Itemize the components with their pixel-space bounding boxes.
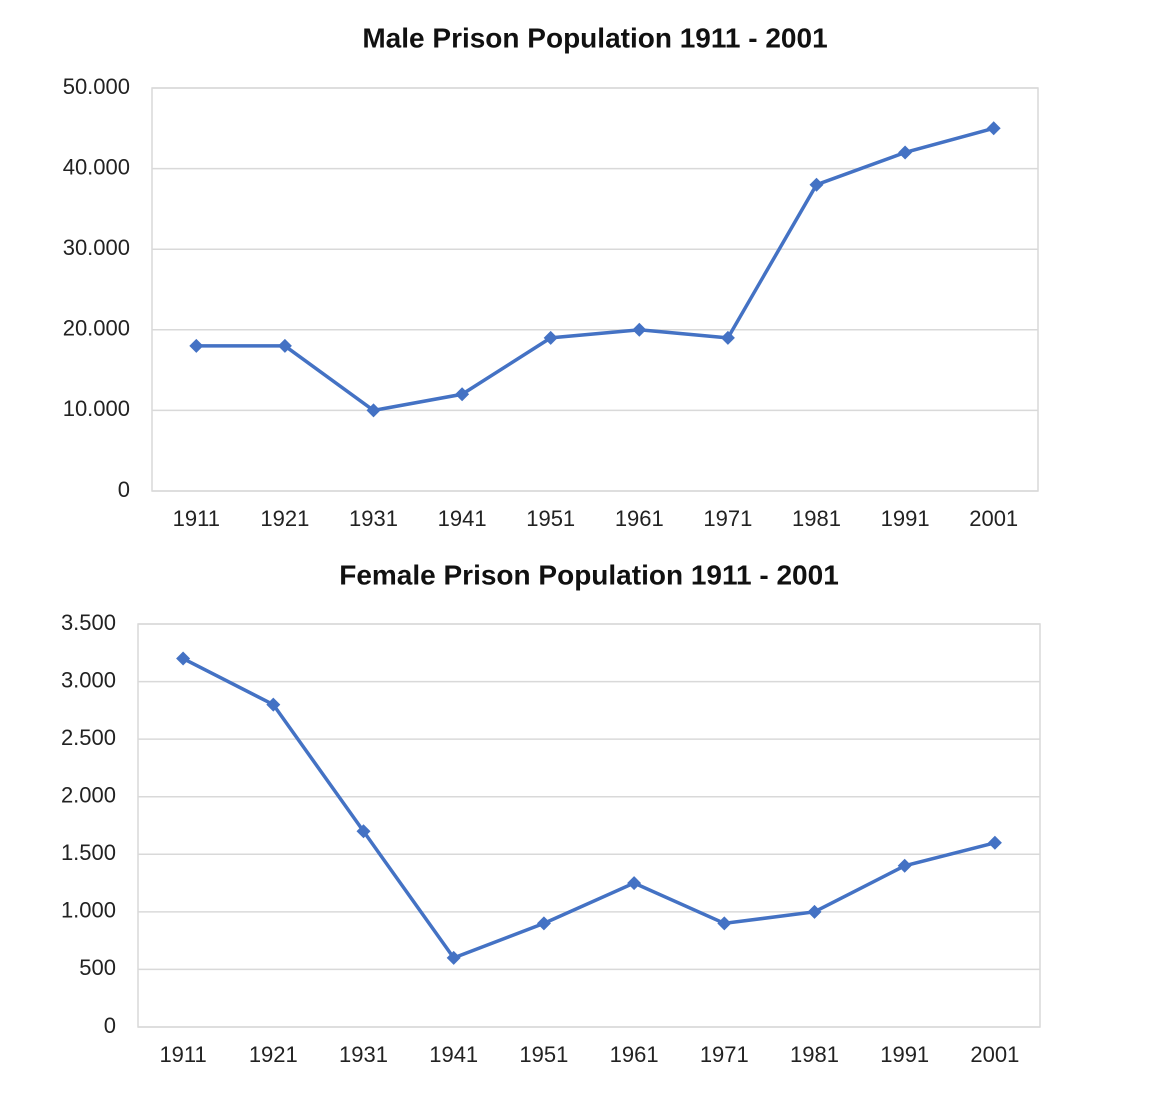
y-tick-label: 1.500 [61,840,116,865]
marker [455,387,470,402]
marker [266,697,281,712]
y-tick-label: 20.000 [63,316,130,341]
y-tick-label: 40.000 [63,154,130,179]
chart-title: Male Prison Population 1911 - 2001 [362,22,827,53]
marker [720,330,735,345]
x-tick-label: 1951 [519,1042,568,1067]
marker [986,121,1001,136]
y-tick-label: 0 [104,1013,116,1038]
y-tick-label: 2.000 [61,783,116,808]
x-tick-label: 1931 [339,1042,388,1067]
marker [277,338,292,353]
x-tick-label: 1921 [249,1042,298,1067]
x-tick-label: 1941 [429,1042,478,1067]
marker [176,651,191,666]
x-tick-label: 1971 [703,506,752,531]
y-tick-label: 2.500 [61,725,116,750]
x-tick-label: 1951 [526,506,575,531]
y-tick-label: 50.000 [63,74,130,99]
chart-title: Female Prison Population 1911 - 2001 [339,559,839,590]
y-tick-label: 0 [118,477,130,502]
marker [189,338,204,353]
plot-border [137,623,1041,1028]
marker [446,950,461,965]
y-tick-label: 3.000 [61,667,116,692]
x-tick-label: 1961 [615,506,664,531]
y-tick-label: 500 [79,955,116,980]
plot-border [151,87,1039,492]
x-tick-label: 1981 [792,506,841,531]
marker [543,330,558,345]
y-tick-label: 10.000 [63,396,130,421]
line [182,656,996,961]
x-tick-label: 1991 [880,1042,929,1067]
marker [632,322,647,337]
marker [717,916,732,931]
x-tick-label: 1931 [349,506,398,531]
marker [809,177,824,192]
x-tick-label: 1941 [438,506,487,531]
y-tick-label: 3.500 [61,610,116,635]
x-tick-label: 1911 [173,506,220,531]
x-tick-label: 1971 [700,1042,749,1067]
x-tick-label: 1911 [159,1042,206,1067]
marker [627,876,642,891]
y-tick-label: 1.000 [61,898,116,923]
marker [356,824,371,839]
x-tick-label: 2001 [970,1042,1019,1067]
marker [366,403,381,418]
marker [898,145,913,160]
x-tick-label: 1981 [790,1042,839,1067]
y-tick-label: 30.000 [63,235,130,260]
marker [536,916,551,931]
x-tick-label: 1921 [260,506,309,531]
line [196,126,995,413]
marker [987,835,1002,850]
x-tick-label: 2001 [969,506,1018,531]
x-tick-label: 1991 [881,506,930,531]
marker [807,904,822,919]
marker [897,858,912,873]
x-tick-label: 1961 [610,1042,659,1067]
